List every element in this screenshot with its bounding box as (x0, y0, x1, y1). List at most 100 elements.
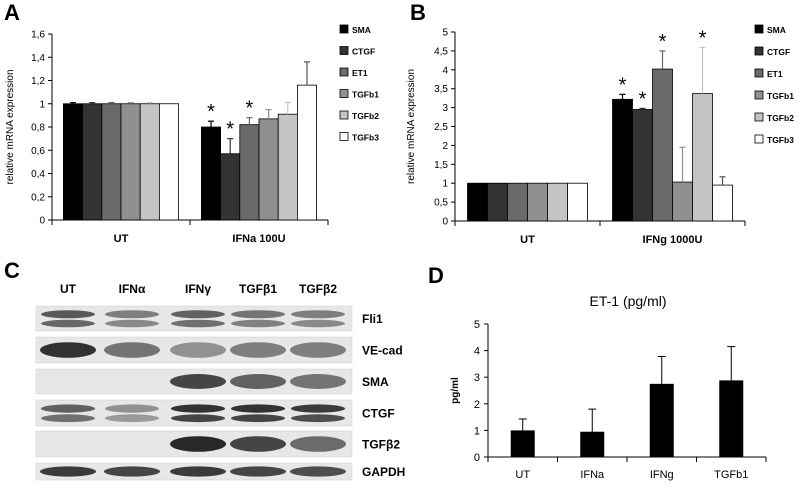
blot-band (231, 319, 285, 328)
bar (63, 103, 84, 221)
blot-strip (35, 399, 353, 427)
legend-label: CTGF (352, 47, 375, 57)
legend-label: SMA (352, 25, 371, 35)
bar (200, 126, 221, 221)
significance-marker: * (659, 31, 667, 53)
blot-band (230, 342, 286, 358)
blot-band (171, 414, 225, 423)
blot-band (41, 414, 95, 423)
bar (101, 103, 122, 221)
y-tick-label: 1,5 (434, 160, 448, 171)
bar (719, 380, 744, 457)
y-tick-label: 0,2 (31, 192, 45, 203)
blot-band (290, 436, 346, 452)
blot-band (290, 342, 346, 358)
blot-lane-label: TGFβ2 (299, 282, 337, 296)
x-category-label: IFNg 1000U (643, 234, 703, 246)
blot-band (104, 342, 160, 358)
y-tick-label: 1,6 (31, 30, 45, 41)
panel-label-a: A (4, 0, 20, 25)
y-tick-label: 1 (474, 425, 480, 437)
blot-band (230, 466, 286, 477)
blot-band (171, 310, 225, 319)
y-tick-label: 3,5 (434, 84, 448, 95)
legend-label: ET1 (352, 68, 368, 78)
bar (632, 109, 653, 222)
bar (649, 383, 674, 457)
blot-band (230, 436, 286, 452)
y-tick-label: 0 (442, 217, 448, 228)
legend-label: TGFb2 (352, 111, 379, 121)
blot-band (105, 404, 159, 413)
legend-swatch (339, 67, 349, 77)
chart-a: relative mRNA expression 0 0,2 0,4 0,6 0,8 1 1,… (5, 24, 379, 245)
legend-swatch (339, 24, 349, 34)
blot-band (104, 466, 160, 477)
legend-swatch (339, 110, 349, 120)
x-category-label: IFNg (650, 469, 674, 481)
chart-title: ET-1 (pg/ml) (589, 293, 666, 309)
legend-swatch (754, 90, 764, 100)
y-tick-label: 0,5 (434, 198, 448, 209)
significance-marker: * (226, 119, 234, 141)
bar (220, 153, 241, 221)
bar (547, 182, 568, 222)
blot-band (231, 310, 285, 319)
legend-swatch (339, 89, 349, 98)
bar (467, 182, 488, 222)
bar (580, 431, 605, 457)
bar (296, 84, 317, 221)
blot-lane-label: IFNγ (185, 282, 211, 296)
bar (527, 182, 548, 222)
bar (652, 68, 673, 222)
blot-row-label: CTGF (362, 407, 395, 421)
blot-lane-label: UT (60, 282, 77, 296)
blot-band (171, 319, 225, 328)
blot-band (170, 342, 226, 358)
blot-band (231, 404, 285, 413)
bar (507, 182, 528, 222)
y-tick-label: 4 (442, 65, 448, 76)
y-tick-label: 5 (474, 319, 480, 331)
y-tick-label: 5 (442, 28, 448, 39)
bar (158, 103, 179, 221)
bar (120, 103, 141, 221)
blot-band (291, 310, 345, 319)
bar (139, 103, 160, 221)
blot-band (170, 374, 226, 389)
blot-row-label: Fli1 (362, 312, 383, 326)
y-tick-label: 4 (474, 346, 480, 358)
y-tick-label: 0,6 (31, 146, 45, 157)
y-tick-label: 1 (442, 179, 448, 190)
x-category-label: UT (520, 234, 535, 246)
panel-label-b: B (410, 0, 426, 25)
blot-band (231, 414, 285, 423)
bar (567, 182, 588, 222)
bar (510, 430, 535, 457)
significance-marker: * (699, 27, 707, 49)
significance-marker: * (619, 74, 627, 96)
blot-band (41, 319, 95, 328)
bar (82, 103, 103, 221)
y-axis-label: relative mRNA expression (406, 69, 417, 184)
y-axis-label: relative mRNA expression (5, 69, 16, 184)
bar (277, 113, 298, 221)
legend-swatch (754, 46, 764, 56)
blot-lane-label: TGFβ1 (239, 282, 277, 296)
legend-swatch (754, 24, 764, 34)
blot-band (290, 374, 346, 389)
x-category-label: UT (114, 233, 129, 245)
x-category-label: IFNa (580, 469, 605, 481)
y-tick-label: 2 (442, 141, 448, 152)
significance-marker: * (207, 101, 215, 123)
legend-label: TGFb3 (767, 135, 794, 145)
blot-strip (35, 305, 353, 332)
x-category-label: UT (515, 469, 530, 481)
bar (239, 124, 260, 221)
legend-label: SMA (767, 25, 786, 35)
legend-label: TGFb2 (767, 113, 794, 123)
blot-band (230, 374, 286, 389)
blot-band (170, 436, 226, 452)
legend-swatch (339, 132, 349, 141)
chart-b: relative mRNA expression 0 0,5 1 1,5 2 2,5 3 3,5… (406, 24, 794, 246)
